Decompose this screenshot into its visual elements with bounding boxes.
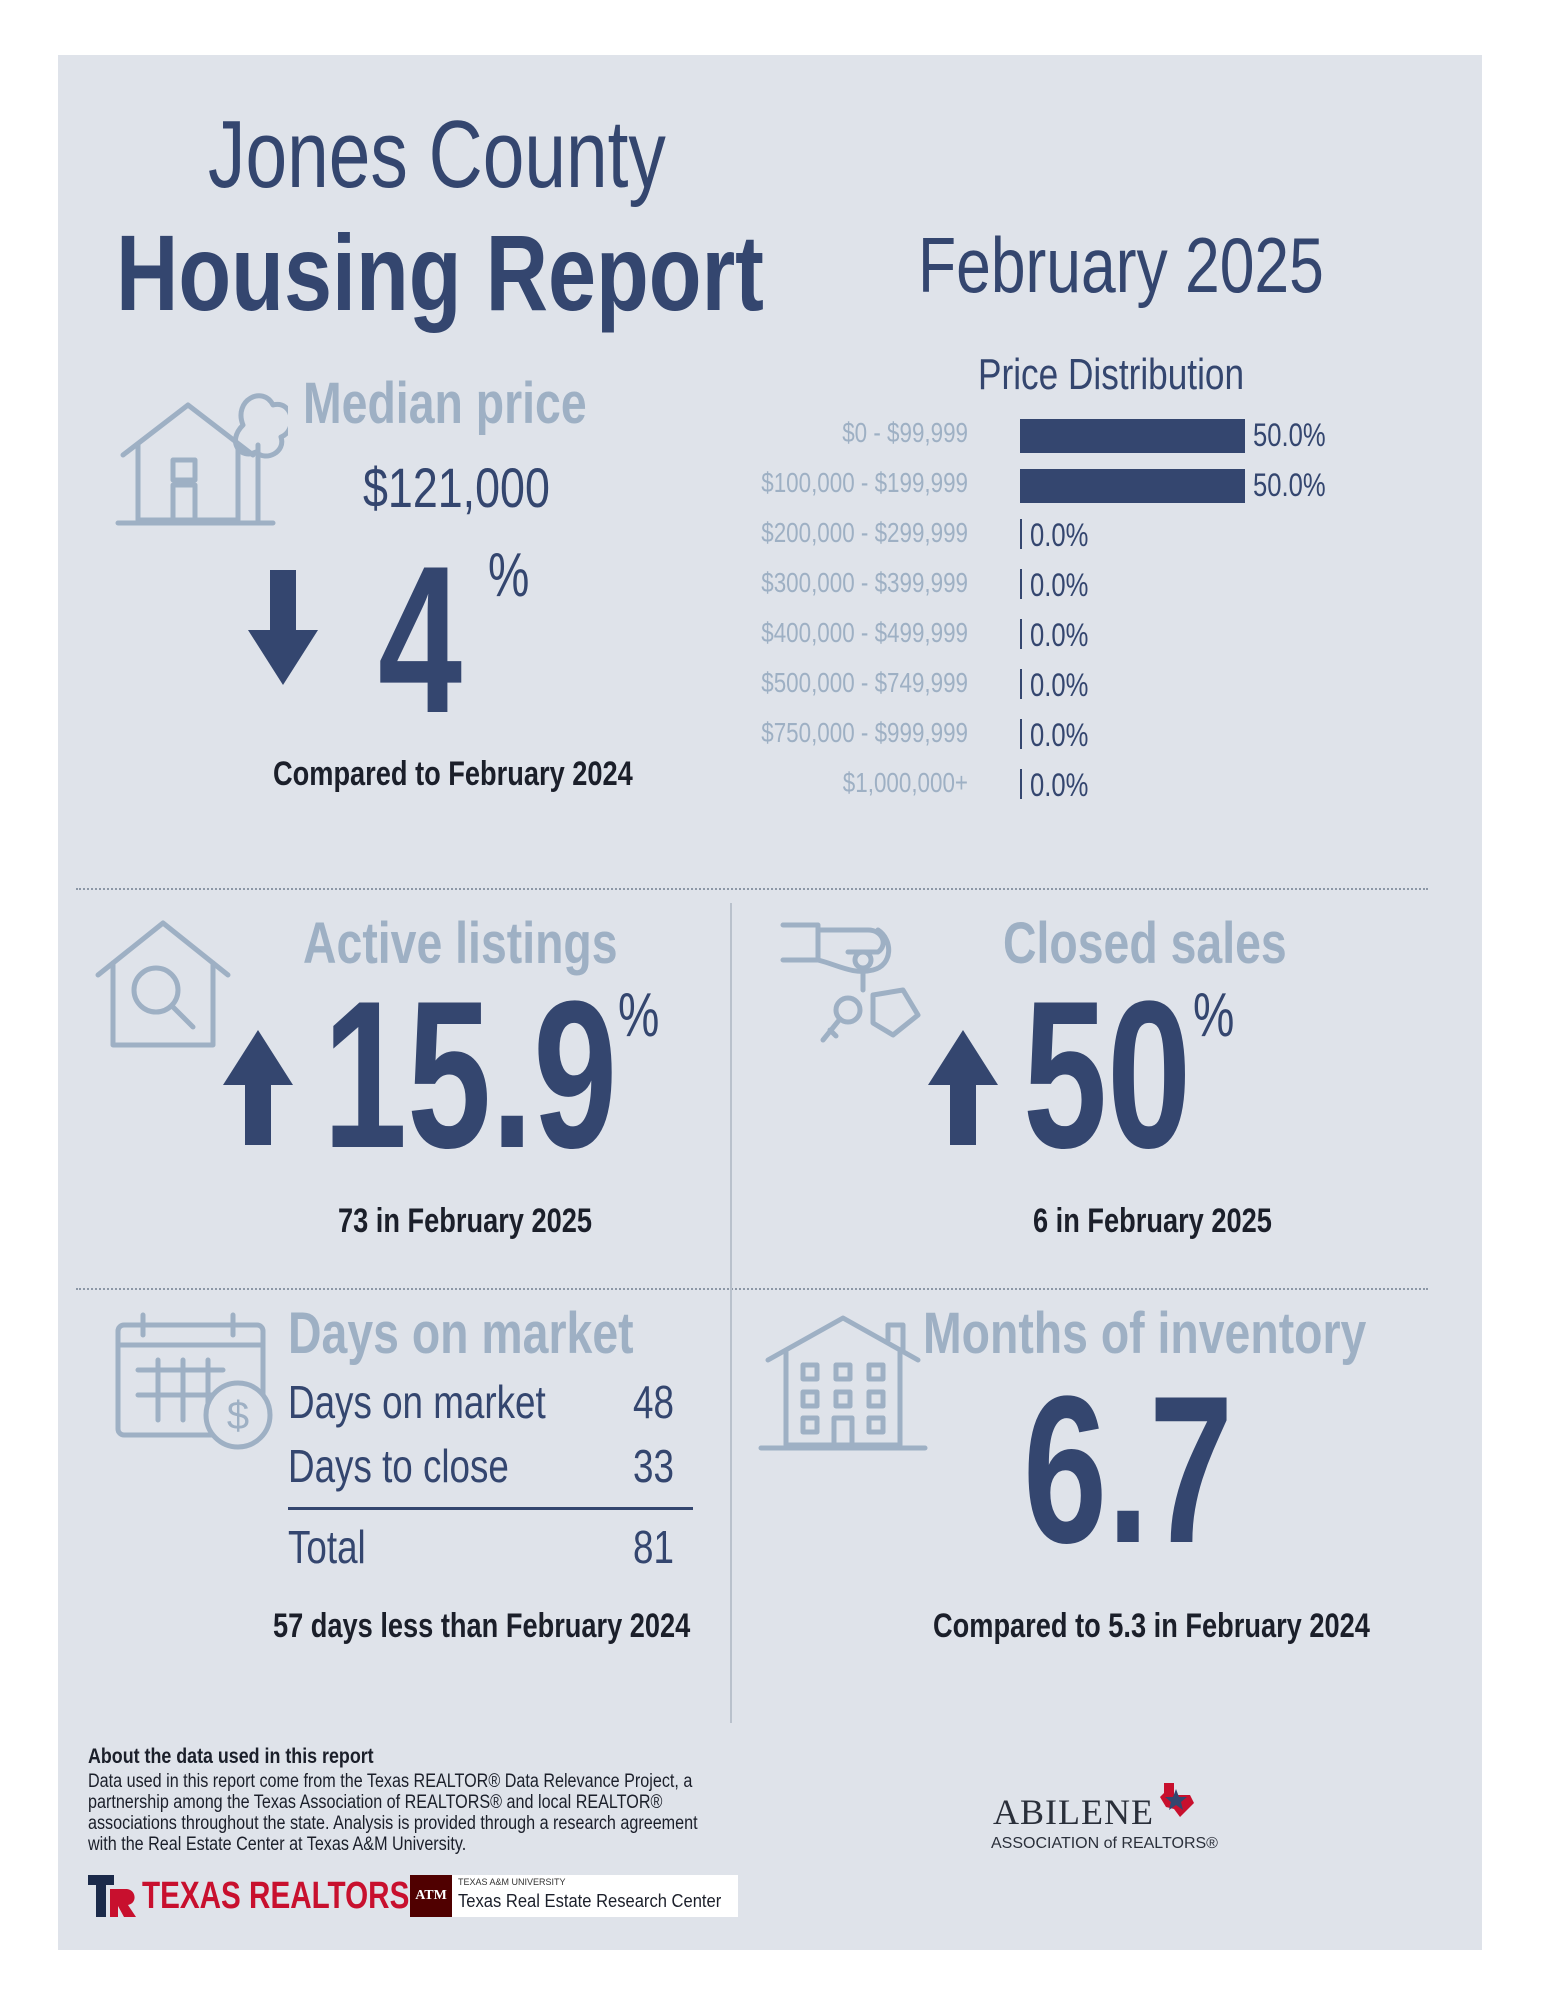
- dom-row-value: 48: [633, 1376, 674, 1428]
- active-listings-unit: %: [618, 981, 660, 1050]
- abilene-logo-text: ABILENE: [993, 1792, 1154, 1832]
- about-heading: About the data used in this report: [88, 1745, 374, 1768]
- median-change-unit: %: [488, 541, 530, 610]
- about-line: with the Real Estate Center at Texas A&M…: [88, 1834, 467, 1855]
- median-note: Compared to February 2024: [273, 755, 633, 793]
- total-value: 81: [633, 1521, 674, 1573]
- price-bar-value: 0.0%: [1030, 767, 1089, 803]
- price-distribution-title: Price Distribution: [978, 350, 1245, 399]
- tamu-small-text: TEXAS A&M UNIVERSITY: [458, 1877, 566, 1887]
- divider: [76, 1288, 1428, 1290]
- price-bar-value: 0.0%: [1030, 517, 1089, 553]
- dtc-row-value: 33: [633, 1440, 674, 1492]
- price-bar: [1020, 469, 1245, 503]
- price-bar: [1020, 719, 1022, 749]
- active-listings-note: 73 in February 2025: [338, 1202, 593, 1240]
- arrow-up-icon: [223, 1030, 293, 1145]
- price-bar: [1020, 419, 1245, 453]
- dom-row-label: Days on market: [288, 1376, 546, 1428]
- price-bar: [1020, 669, 1022, 699]
- price-range-label: $200,000 - $299,999: [761, 517, 968, 548]
- tamu-center-text: Texas Real Estate Research Center: [458, 1891, 722, 1911]
- house-search-icon: [95, 920, 231, 1048]
- arrow-down-icon: [248, 570, 318, 685]
- report-panel: Jones County Housing Report February 202…: [58, 55, 1482, 1950]
- price-range-label: $500,000 - $749,999: [761, 667, 968, 698]
- price-bar: [1020, 619, 1022, 649]
- calendar-dollar-icon: $: [115, 1312, 273, 1450]
- price-bar: [1020, 519, 1022, 549]
- price-range-label: $300,000 - $399,999: [761, 567, 968, 598]
- price-bar: [1020, 769, 1022, 799]
- about-line: partnership among the Texas Association …: [88, 1792, 663, 1813]
- price-bar-value: 0.0%: [1030, 717, 1089, 753]
- closed-sales-title: Closed sales: [1003, 911, 1287, 976]
- price-range-label: $400,000 - $499,999: [761, 617, 968, 648]
- price-bar-value: 0.0%: [1030, 667, 1089, 703]
- price-bar: [1020, 569, 1022, 599]
- active-listings-change: 15.9: [323, 957, 618, 1192]
- texas-realtors-logo-mark: [88, 1875, 136, 1917]
- abilene-logo-subtext: ASSOCIATION of REALTORS®: [991, 1835, 1218, 1852]
- months-inventory-title: Months of inventory: [923, 1301, 1367, 1366]
- price-bar-value: 50.0%: [1253, 417, 1326, 453]
- vertical-divider: [730, 903, 732, 1723]
- median-price-value: $121,000: [363, 456, 550, 519]
- closed-sales-note: 6 in February 2025: [1033, 1202, 1272, 1240]
- months-inventory-value: 6.7: [1023, 1352, 1234, 1587]
- dollar-glyph: $: [227, 1394, 249, 1438]
- hand-keys-icon: [780, 922, 921, 1043]
- days-on-market-title: Days on market: [288, 1301, 634, 1366]
- dtc-row-label: Days to close: [288, 1440, 509, 1492]
- price-bar-value: 0.0%: [1030, 617, 1089, 653]
- report-month: February 2025: [918, 221, 1324, 309]
- closed-sales-unit: %: [1193, 981, 1235, 1050]
- county-title: Jones County: [208, 101, 666, 208]
- median-price-title: Median price: [303, 371, 587, 436]
- tamu-logo-box: [410, 1875, 738, 1917]
- price-range-label: $1,000,000+: [842, 767, 968, 798]
- report-title: Housing Report: [116, 212, 764, 333]
- active-listings-title: Active listings: [303, 911, 618, 976]
- price-range-label: $0 - $99,999: [842, 417, 968, 448]
- texas-star-icon: [1160, 1783, 1194, 1817]
- price-range-label: $750,000 - $999,999: [761, 717, 968, 748]
- price-bar-value: 0.0%: [1030, 567, 1089, 603]
- median-change-value: 4: [378, 522, 463, 757]
- closed-sales-change: 50: [1023, 957, 1192, 1192]
- about-line: associations throughout the state. Analy…: [88, 1813, 698, 1834]
- arrow-up-icon: [928, 1030, 998, 1145]
- dom-note: 57 days less than February 2024: [273, 1607, 691, 1645]
- house-tree-icon: [115, 393, 288, 526]
- texas-realtors-logo-text: TEXAS REALTORS: [142, 1875, 410, 1917]
- total-rule: [288, 1507, 693, 1510]
- about-line: Data used in this report come from the T…: [88, 1771, 693, 1792]
- apartment-building-icon: [758, 1315, 928, 1451]
- divider: [76, 888, 1428, 890]
- total-label: Total: [288, 1521, 366, 1573]
- price-range-label: $100,000 - $199,999: [761, 467, 968, 498]
- price-bar-value: 50.0%: [1253, 467, 1326, 503]
- tamu-logo-mark: ATM: [410, 1875, 452, 1917]
- months-inventory-note: Compared to 5.3 in February 2024: [933, 1607, 1370, 1645]
